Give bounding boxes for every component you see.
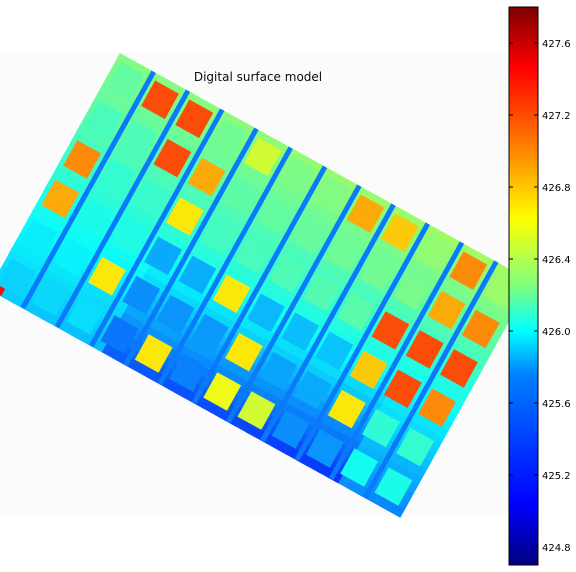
colorbar-tick-label: 424.8 — [542, 543, 571, 554]
colorbar-scale — [508, 6, 539, 566]
colorbar-tick-label: 425.6 — [542, 399, 571, 410]
chart-title: Digital surface model — [194, 70, 322, 84]
colorbar-tick-label: 426.4 — [542, 255, 571, 266]
colorbar: 424.8 425.2 425.6 426.0 426.4 426.8 427.2 427.6 — [508, 6, 571, 566]
colorbar-tick-label: 426.0 — [542, 327, 571, 338]
colorbar-ticks: 424.8 425.2 425.6 426.0 426.4 426.8 427.2 427.6 — [509, 39, 571, 554]
field-texture — [0, 53, 531, 517]
colorbar-tick-label: 427.2 — [542, 111, 571, 122]
colorbar-tick-label: 427.6 — [542, 39, 571, 50]
heatmap-field — [0, 53, 532, 518]
colorbar-tick-label: 426.8 — [542, 183, 571, 194]
colorbar-tick-label: 425.2 — [542, 471, 571, 482]
